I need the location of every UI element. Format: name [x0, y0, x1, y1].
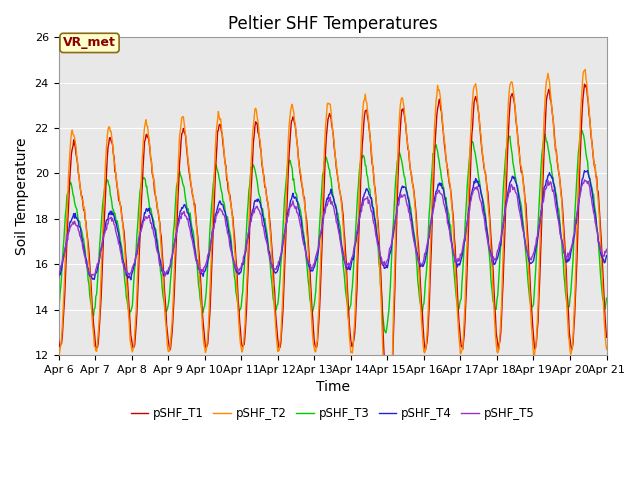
pSHF_T5	[324, 199, 332, 205]
pSHF_T5	[580, 177, 588, 183]
pSHF_T4	[584, 168, 591, 173]
pSHF_T3	[578, 127, 586, 133]
pSHF_T5	[198, 266, 206, 272]
Line: pSHF_T3: pSHF_T3	[58, 130, 607, 333]
pSHF_T4	[432, 189, 440, 194]
pSHF_T1	[198, 310, 206, 316]
pSHF_T1	[378, 282, 385, 288]
Legend: pSHF_T1, pSHF_T2, pSHF_T3, pSHF_T4, pSHF_T5: pSHF_T1, pSHF_T2, pSHF_T3, pSHF_T4, pSHF…	[126, 402, 540, 425]
pSHF_T3	[553, 199, 561, 204]
pSHF_T2	[324, 100, 332, 106]
pSHF_T3	[198, 310, 206, 315]
pSHF_T5	[378, 254, 385, 260]
X-axis label: Time: Time	[316, 380, 349, 394]
Line: pSHF_T5: pSHF_T5	[58, 180, 607, 278]
pSHF_T5	[431, 198, 439, 204]
pSHF_T2	[378, 301, 385, 307]
Y-axis label: Soil Temperature: Soil Temperature	[15, 137, 29, 255]
Text: VR_met: VR_met	[63, 36, 116, 49]
Line: pSHF_T2: pSHF_T2	[58, 69, 607, 441]
pSHF_T2	[198, 324, 206, 330]
pSHF_T2	[54, 350, 62, 356]
pSHF_T5	[175, 221, 182, 227]
pSHF_T3	[54, 304, 62, 310]
pSHF_T1	[580, 81, 588, 87]
Title: Peltier SHF Temperatures: Peltier SHF Temperatures	[228, 15, 437, 33]
pSHF_T5	[54, 276, 62, 281]
pSHF_T1	[175, 179, 182, 185]
pSHF_T1	[603, 335, 611, 340]
pSHF_T2	[175, 148, 182, 154]
pSHF_T1	[432, 125, 440, 131]
Line: pSHF_T4: pSHF_T4	[58, 170, 607, 280]
pSHF_T1	[54, 337, 62, 343]
pSHF_T1	[553, 158, 561, 164]
pSHF_T4	[127, 277, 134, 283]
pSHF_T5	[552, 206, 560, 212]
pSHF_T3	[603, 295, 611, 301]
pSHF_T3	[382, 330, 390, 336]
Line: pSHF_T1: pSHF_T1	[58, 84, 607, 422]
pSHF_T2	[383, 438, 391, 444]
pSHF_T1	[324, 116, 332, 122]
pSHF_T3	[432, 142, 440, 148]
pSHF_T4	[199, 274, 207, 279]
pSHF_T4	[54, 273, 62, 279]
pSHF_T5	[603, 247, 611, 252]
pSHF_T4	[325, 192, 333, 198]
pSHF_T2	[603, 347, 611, 352]
pSHF_T3	[324, 161, 332, 167]
pSHF_T4	[603, 252, 611, 258]
pSHF_T3	[378, 288, 385, 294]
pSHF_T4	[553, 203, 561, 209]
pSHF_T1	[384, 420, 392, 425]
pSHF_T3	[175, 172, 182, 178]
pSHF_T2	[553, 158, 561, 164]
pSHF_T2	[581, 66, 589, 72]
pSHF_T4	[176, 213, 184, 218]
pSHF_T4	[378, 261, 386, 267]
pSHF_T2	[432, 98, 440, 104]
